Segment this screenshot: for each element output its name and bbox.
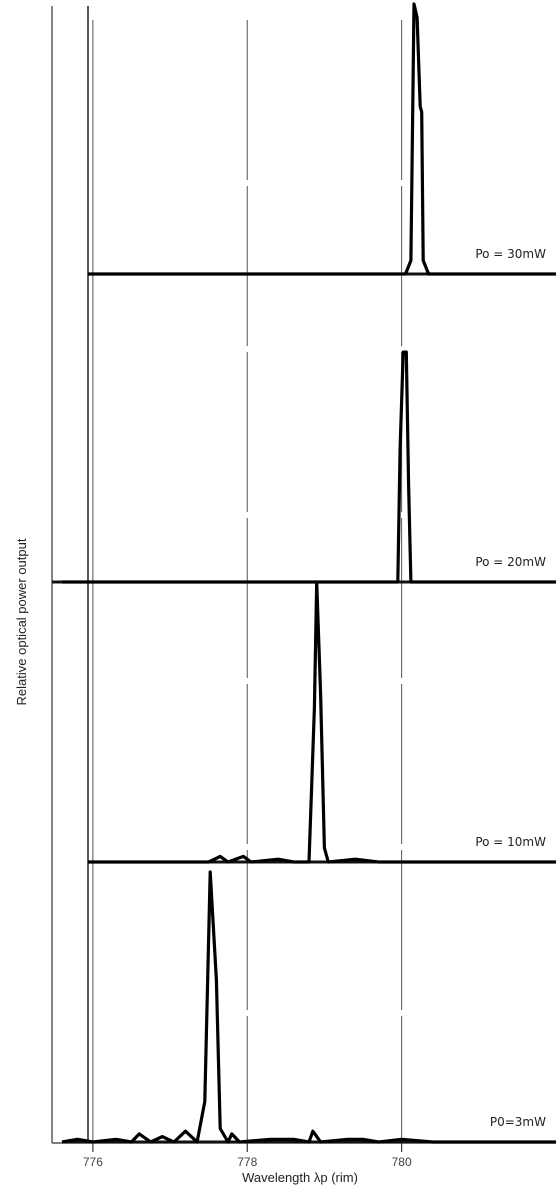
series-line-panel-1 (88, 2, 556, 276)
panel-label-3: Po = 10mW (475, 835, 546, 849)
chart-frame (51, 6, 556, 1152)
x-tick-label-776: 776 (83, 1155, 103, 1169)
panel-label-4: P0=3mW (490, 1115, 546, 1129)
chart-series-group (61, 2, 556, 1144)
chart-labels-group: 776 778 780 Po = 30mW Po = 20mW Po = 10mW P0=3… (83, 247, 546, 1169)
panel-label-1: Po = 30mW (475, 247, 546, 261)
x-tick-label-778: 778 (237, 1155, 257, 1169)
x-tick-label-780: 780 (392, 1155, 412, 1169)
panel-label-2: Po = 20mW (475, 555, 546, 569)
y-axis-label: Relative optical power output (14, 538, 29, 705)
series-line-panel-4 (61, 870, 556, 1144)
series-line-panel-3 (88, 580, 556, 864)
x-axis-label: Wavelength λp (rim) (242, 1170, 358, 1185)
series-line-panel-2 (62, 350, 556, 584)
